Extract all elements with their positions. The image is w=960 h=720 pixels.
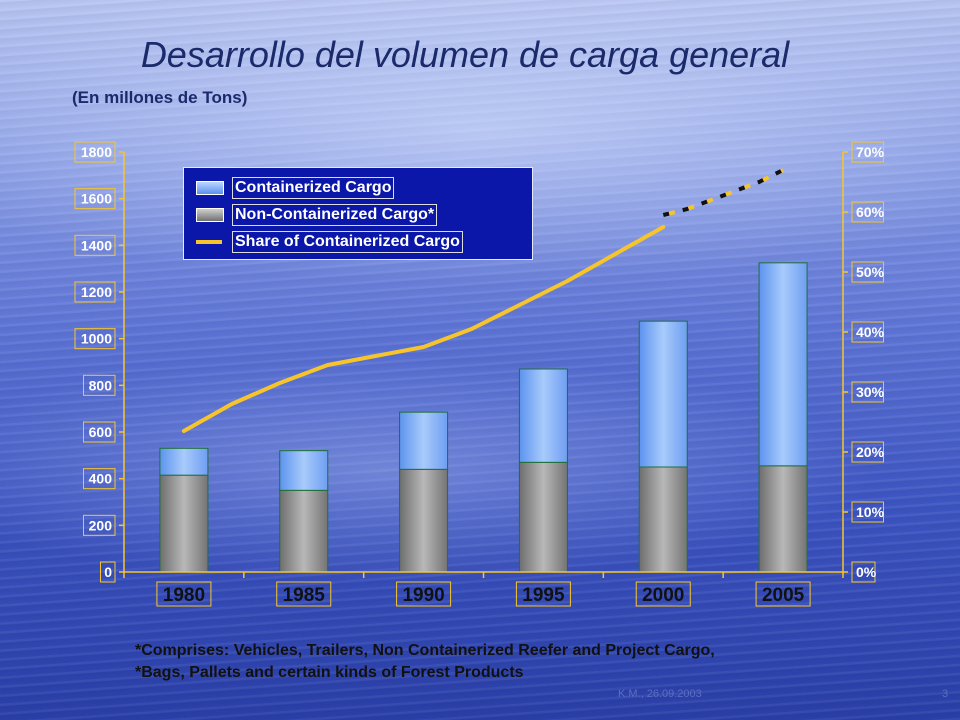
- slide-title: Desarrollo del volumen de carga general: [140, 34, 790, 75]
- category-box-1985: [276, 581, 332, 607]
- page-number: 3: [942, 688, 949, 700]
- category-box-1980: [156, 581, 212, 607]
- left-tick-label: 200: [89, 517, 113, 533]
- category-box-2005: [755, 581, 811, 607]
- left-tick-box: [83, 374, 116, 396]
- containerized-swatch: [196, 181, 224, 195]
- footnote-line-1: *Comprises: Vehicles, Trailers, Non Cont…: [135, 642, 715, 659]
- left-tick-box: [74, 188, 116, 210]
- share-line-projected: [662, 168, 784, 217]
- category-label-1995: 1995: [522, 585, 565, 606]
- footnote: *Comprises: Vehicles, Trailers, Non Cont…: [135, 640, 715, 684]
- left-tick-label: 0: [104, 564, 112, 580]
- left-tick-box: [100, 561, 116, 583]
- bar-non-containerized-1980: [159, 474, 209, 573]
- left-tick-label: 600: [89, 424, 113, 440]
- category-box-1995: [515, 581, 571, 607]
- unit-subtitle: (En millones de Tons): [72, 88, 248, 107]
- bar-non-containerized-2005: [758, 465, 808, 573]
- right-tick-label: 70%: [856, 144, 885, 160]
- category-label-1985: 1985: [283, 585, 326, 606]
- share-line-projected-dark: [662, 168, 784, 217]
- right-tick-box: [851, 381, 884, 403]
- non-containerized-swatch: [196, 208, 224, 222]
- right-tick-box: [851, 201, 884, 223]
- left-tick-box: [74, 234, 116, 256]
- left-tick-box: [83, 468, 116, 490]
- right-tick-box: [851, 561, 876, 583]
- footnote-line-2: *Bags, Pallets and certain kinds of Fore…: [135, 664, 524, 681]
- right-tick-label: 30%: [856, 384, 885, 400]
- bar-non-containerized-1990: [399, 468, 449, 573]
- category-box-2000: [635, 581, 691, 607]
- share-line-swatch: [196, 240, 222, 244]
- right-tick-label: 40%: [856, 324, 885, 340]
- bar-non-containerized-1985: [279, 489, 329, 573]
- right-tick-box: [851, 501, 884, 523]
- category-label-1980: 1980: [163, 585, 205, 606]
- bar-non-containerized-2000: [638, 466, 688, 573]
- bar-non-containerized-1995: [518, 461, 568, 573]
- legend-label-share: Share of Containerized Cargo: [232, 231, 463, 253]
- left-tick-label: 1000: [81, 331, 112, 347]
- right-tick-box: [851, 141, 884, 163]
- bar-containerized-1995: [518, 368, 568, 463]
- right-tick-label: 60%: [856, 204, 885, 220]
- left-tick-label: 1600: [81, 191, 112, 207]
- right-tick-box: [851, 441, 884, 463]
- right-tick-label: 50%: [856, 264, 885, 280]
- legend-label-non-containerized: Non-Containerized Cargo*: [232, 204, 438, 226]
- left-tick-box: [74, 328, 116, 350]
- category-label-2000: 2000: [642, 585, 684, 606]
- left-tick-label: 400: [89, 471, 113, 487]
- left-tick-box: [83, 514, 116, 536]
- left-tick-label: 1200: [81, 284, 112, 300]
- bar-containerized-1980: [159, 447, 209, 476]
- left-tick-box: [74, 281, 116, 303]
- category-label-1990: 1990: [402, 585, 444, 606]
- category-box-1990: [396, 581, 452, 607]
- right-tick-box: [851, 261, 884, 283]
- bar-containerized-1990: [399, 411, 449, 470]
- bar-containerized-2005: [758, 262, 808, 467]
- category-label-2005: 2005: [762, 585, 805, 606]
- right-tick-label: 0%: [856, 564, 877, 580]
- right-tick-label: 20%: [856, 444, 885, 460]
- footer-author-date: K.M., 26.09.2003: [618, 688, 702, 700]
- right-tick-box: [851, 321, 884, 343]
- left-tick-label: 1800: [81, 144, 112, 160]
- bar-containerized-1985: [279, 450, 329, 491]
- chart-legend: Containerized Cargo Non-Containerized Ca…: [183, 167, 533, 260]
- left-tick-label: 1400: [81, 237, 112, 253]
- legend-label-containerized: Containerized Cargo: [232, 177, 395, 199]
- left-tick-label: 800: [89, 377, 113, 393]
- left-tick-box: [74, 141, 116, 163]
- bar-containerized-2000: [638, 320, 688, 468]
- right-tick-label: 10%: [856, 504, 885, 520]
- left-tick-box: [83, 421, 116, 443]
